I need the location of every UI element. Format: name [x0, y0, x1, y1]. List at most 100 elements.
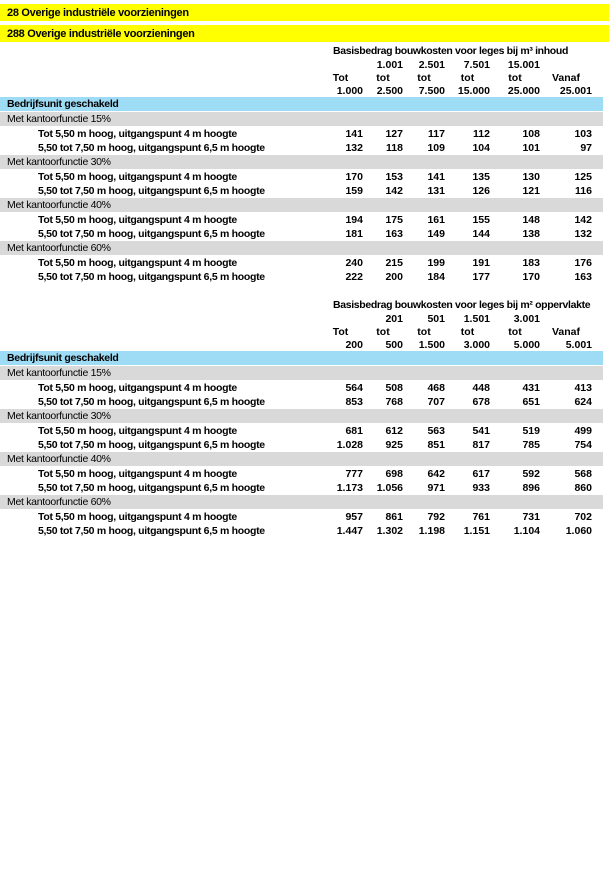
value-cell: 413 — [574, 382, 592, 394]
row-label: Tot 5,50 m hoog, uitgangspunt 4 m hoogte — [38, 511, 237, 523]
value-cell: 155 — [472, 214, 490, 226]
range-lower-value: 7.501 — [463, 58, 490, 71]
value-cell: 925 — [385, 439, 403, 451]
value-cell: 678 — [472, 396, 490, 408]
value-cell: 108 — [522, 128, 540, 140]
row-label: 5,50 tot 7,50 m hoog, uitgangspunt 6,5 m… — [38, 185, 265, 197]
data-row: Tot 5,50 m hoog, uitgangspunt 4 m hoogte… — [0, 256, 609, 270]
value-cell: 142 — [574, 214, 592, 226]
table-title-row: Basisbedrag bouwkosten voor leges bij m³… — [0, 44, 609, 58]
data-row: Tot 5,50 m hoog, uitgangspunt 4 m hoogte… — [0, 170, 609, 184]
value-cell: 896 — [522, 482, 540, 494]
value-cell: 117 — [428, 128, 445, 140]
data-row: Tot 5,50 m hoog, uitgangspunt 4 m hoogte… — [0, 424, 609, 438]
value-cell: 860 — [574, 482, 592, 494]
value-cell: 731 — [522, 511, 540, 523]
value-cell: 132 — [574, 228, 592, 240]
value-cell: 135 — [472, 171, 490, 183]
value-cell: 109 — [427, 142, 445, 154]
value-cell: 159 — [345, 185, 363, 197]
section-band: Met kantoorfunctie 40% — [0, 198, 603, 212]
data-row: 5,50 tot 7,50 m hoog, uitgangspunt 6,5 m… — [0, 438, 609, 452]
range-upper-value: 7.500 — [418, 84, 445, 97]
range-word: Vanaf — [551, 71, 580, 84]
row-label: Tot 5,50 m hoog, uitgangspunt 4 m hoogte — [38, 257, 237, 269]
range-word: tot — [417, 325, 431, 338]
range-upper-value: 5.001 — [565, 338, 592, 351]
data-row: 5,50 tot 7,50 m hoog, uitgangspunt 6,5 m… — [0, 270, 609, 284]
data-row: 5,50 tot 7,50 m hoog, uitgangspunt 6,5 m… — [0, 184, 609, 198]
data-row: Tot 5,50 m hoog, uitgangspunt 4 m hoogte… — [0, 381, 609, 395]
range-upper-value: 3.000 — [463, 338, 490, 351]
value-cell: 1.060 — [565, 525, 592, 537]
range-word: tot — [508, 325, 522, 338]
value-cell: 624 — [574, 396, 592, 408]
value-cell: 175 — [385, 214, 403, 226]
range-lower-value: 3.001 — [513, 312, 540, 325]
value-cell: 957 — [345, 511, 363, 523]
range-lower-value: 1.001 — [376, 58, 403, 71]
value-cell: 1.173 — [336, 482, 363, 494]
range-upper-value: 2.500 — [376, 84, 403, 97]
value-cell: 707 — [427, 396, 445, 408]
data-row: Tot 5,50 m hoog, uitgangspunt 4 m hoogte… — [0, 127, 609, 141]
range-word-row: Tot tot tot tot tot Vanaf — [0, 325, 609, 338]
value-cell: 170 — [522, 271, 540, 283]
range-upper-value: 5.000 — [513, 338, 540, 351]
row-label: 5,50 tot 7,50 m hoog, uitgangspunt 6,5 m… — [38, 482, 265, 494]
range-word: Tot — [332, 325, 349, 338]
row-label: 5,50 tot 7,50 m hoog, uitgangspunt 6,5 m… — [38, 525, 265, 537]
table-title: Basisbedrag bouwkosten voor leges bij m²… — [333, 299, 591, 311]
category-header-288: 288 Overige industriële voorzieningen — [0, 25, 609, 42]
section-band: Met kantoorfunctie 30% — [0, 155, 603, 169]
group-band: Bedrijfsunit geschakeld — [0, 97, 603, 111]
value-cell: 194 — [345, 214, 363, 226]
row-label: Tot 5,50 m hoog, uitgangspunt 4 m hoogte — [38, 425, 237, 437]
range-upper-value: 25.000 — [507, 84, 540, 97]
value-cell: 240 — [345, 257, 363, 269]
row-label: Tot 5,50 m hoog, uitgangspunt 4 m hoogte — [38, 128, 237, 140]
value-cell: 183 — [522, 257, 540, 269]
range-word: Vanaf — [551, 325, 580, 338]
value-cell: 161 — [427, 214, 445, 226]
value-cell: 508 — [385, 382, 403, 394]
row-label: Tot 5,50 m hoog, uitgangspunt 4 m hoogte — [38, 468, 237, 480]
section-band: Met kantoorfunctie 15% — [0, 366, 603, 380]
value-cell: 163 — [385, 228, 403, 240]
row-label: 5,50 tot 7,50 m hoog, uitgangspunt 6,5 m… — [38, 228, 265, 240]
range-word-row: Tot tot tot tot tot Vanaf — [0, 71, 609, 84]
range-word: Tot — [332, 71, 349, 84]
value-cell: 777 — [345, 468, 363, 480]
value-cell: 127 — [385, 128, 403, 140]
table-title-row: Basisbedrag bouwkosten voor leges bij m²… — [0, 298, 609, 312]
rate-table-m3-inhoud: Basisbedrag bouwkosten voor leges bij m³… — [0, 44, 609, 284]
value-cell: 754 — [574, 439, 592, 451]
value-cell: 468 — [427, 382, 445, 394]
value-cell: 142 — [385, 185, 403, 197]
value-cell: 612 — [385, 425, 403, 437]
value-cell: 448 — [472, 382, 490, 394]
value-cell: 138 — [522, 228, 540, 240]
value-cell: 118 — [386, 142, 403, 154]
value-cell: 541 — [472, 425, 490, 437]
row-label: 5,50 tot 7,50 m hoog, uitgangspunt 6,5 m… — [38, 271, 265, 283]
range-upper-value: 1.500 — [418, 338, 445, 351]
value-cell: 141 — [345, 128, 363, 140]
data-row: 5,50 tot 7,50 m hoog, uitgangspunt 6,5 m… — [0, 395, 609, 409]
value-cell: 642 — [427, 468, 445, 480]
value-cell: 132 — [345, 142, 363, 154]
value-cell: 792 — [427, 511, 445, 523]
category-header-28: 28 Overige industriële voorzieningen — [0, 4, 609, 21]
range-word: tot — [417, 71, 431, 84]
row-label: 5,50 tot 7,50 m hoog, uitgangspunt 6,5 m… — [38, 439, 265, 451]
value-cell: 141 — [427, 171, 445, 183]
range-upper-row: 1.000 2.500 7.500 15.000 25.000 25.001 — [0, 84, 609, 97]
range-lower-value: 201 — [385, 312, 403, 325]
range-lower-value: 501 — [427, 312, 445, 325]
range-lower-value: 15.001 — [507, 58, 540, 71]
value-cell: 116 — [575, 185, 592, 197]
data-row: Tot 5,50 m hoog, uitgangspunt 4 m hoogte… — [0, 213, 609, 227]
value-cell: 191 — [472, 257, 490, 269]
value-cell: 144 — [472, 228, 490, 240]
